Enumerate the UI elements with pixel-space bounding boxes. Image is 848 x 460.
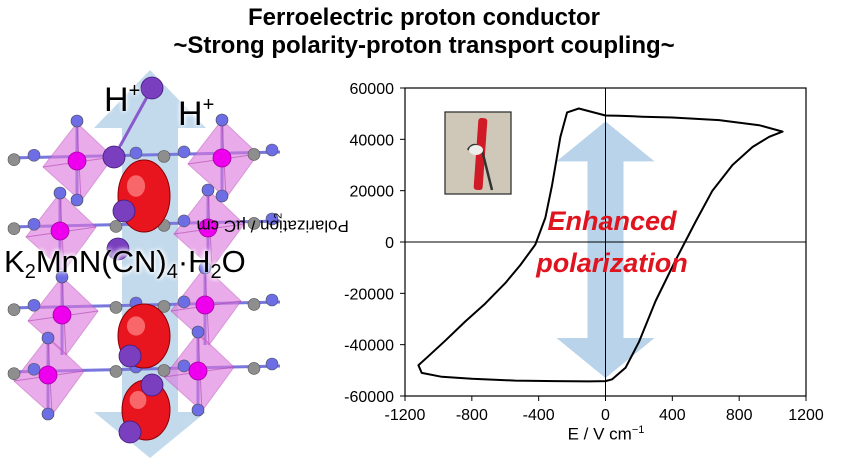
x-tick-label: -800: [456, 407, 488, 424]
n-atom: [70, 114, 84, 128]
n-atom: [55, 270, 69, 284]
k-atom: [118, 420, 142, 444]
mn-atom: [50, 221, 70, 241]
chemical-formula: K2MnN(CN)4·H2O: [4, 244, 246, 283]
figure-subtitle: ~Strong polarity-proton transport coupli…: [173, 32, 675, 59]
k-bond: [112, 87, 154, 158]
n-atom: [27, 217, 41, 231]
n-atom: [177, 295, 191, 309]
y-tick-label: -20000: [344, 286, 394, 303]
n-atom: [215, 113, 229, 127]
mn-atom: [52, 305, 72, 325]
n-atom: [53, 186, 67, 200]
mn-atom: [67, 151, 87, 171]
k-atom: [118, 344, 142, 368]
n-atom: [27, 362, 41, 376]
c-atom: [7, 153, 21, 166]
sample-photo-inset: [444, 111, 512, 195]
x-tick-label: -1200: [385, 407, 426, 424]
mn-atom: [212, 148, 232, 168]
sample-crystal: [469, 145, 483, 155]
x-tick-label: -400: [523, 407, 555, 424]
x-tick-label: 0: [601, 407, 610, 424]
k-atom: [106, 237, 130, 261]
c-atom: [109, 365, 123, 378]
c-atom: [7, 222, 21, 235]
c-atom: [157, 364, 171, 377]
y-tick-label: 0: [385, 235, 394, 252]
k-atom: [112, 199, 136, 223]
c-atom: [7, 367, 21, 380]
mn-atom: [198, 218, 218, 238]
n-atom: [27, 298, 41, 312]
y-tick-label: 40000: [350, 132, 395, 149]
c-atom: [247, 217, 261, 230]
c-atom: [109, 301, 123, 314]
k-atom: [140, 76, 164, 100]
c-atom: [247, 362, 261, 375]
y-tick-label: 20000: [350, 184, 395, 201]
n-atom: [70, 193, 84, 207]
figure-title: Ferroelectric proton conductor: [247, 4, 601, 31]
water-highlight: [126, 316, 146, 336]
crystal-structure-illustration: [7, 70, 281, 458]
n-atom: [177, 145, 191, 159]
y-tick-label: -60000: [344, 389, 394, 406]
k-atom: [102, 145, 126, 169]
hysteresis-loop: [417, 107, 784, 383]
n-atom: [265, 143, 279, 157]
x-tick-label: 1200: [788, 407, 824, 424]
n-atom: [177, 214, 191, 228]
n-atom: [191, 325, 205, 339]
chart-ticks: -1200 -800 -400 0 400 800 1200 -60000 -40000 -200…: [344, 81, 824, 424]
sample-red-wire: [473, 118, 488, 191]
k-atom: [140, 373, 164, 397]
series-line-0: [417, 107, 784, 383]
n-atom: [27, 148, 41, 162]
c-atom: [247, 148, 261, 161]
c-atom: [157, 300, 171, 313]
y-tick-label: 60000: [350, 81, 395, 98]
n-atom: [41, 331, 55, 345]
n-atom: [265, 357, 279, 371]
mn-atom: [188, 361, 208, 381]
water-highlight: [129, 391, 147, 409]
proton-label-left: H+: [104, 80, 141, 119]
x-tick-label: 800: [726, 407, 753, 424]
annotation-line-2: polarization: [536, 248, 688, 278]
n-atom: [177, 359, 191, 373]
n-atom: [191, 403, 205, 417]
proton-label-right: H+: [178, 94, 215, 133]
n-atom: [215, 189, 229, 203]
c-atom: [157, 150, 171, 163]
structure-atoms: [7, 76, 279, 444]
mn-atom: [195, 295, 215, 315]
y-tick-label: -40000: [344, 338, 394, 355]
x-axis-label: E / V cm−1: [567, 424, 645, 444]
c-atom: [7, 303, 21, 316]
n-atom: [265, 212, 279, 226]
n-atom: [129, 146, 143, 160]
mn-atom: [38, 365, 58, 385]
annotation-line-1: Enhanced: [547, 206, 677, 236]
n-atom: [265, 293, 279, 307]
n-atom: [201, 183, 215, 197]
x-tick-label: 400: [659, 407, 686, 424]
water-highlight: [126, 175, 146, 197]
n-atom: [198, 261, 212, 275]
c-atom: [109, 220, 123, 233]
n-atom: [41, 407, 55, 421]
c-atom: [247, 298, 261, 311]
